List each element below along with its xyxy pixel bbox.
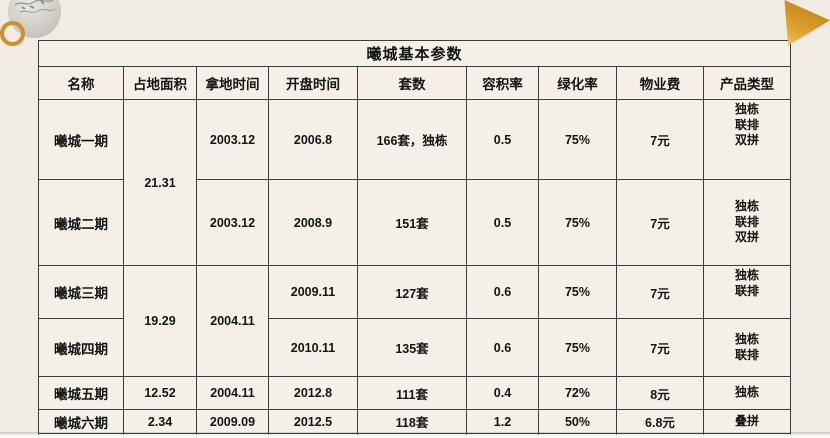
cell-plot-ratio: 0.6 — [466, 265, 539, 319]
cell-green-rate: 50% — [538, 409, 617, 434]
table-row-phase3: 曦城三期 19.29 2004.11 2009.11 127套 0.6 75% … — [38, 265, 792, 377]
column-header-units: 套数 — [357, 66, 467, 100]
cell-green-rate: 75% — [538, 179, 617, 266]
cell-product-type: 独栋 联排 — [702, 265, 792, 319]
cell-product-type: 独栋 联排 — [702, 318, 792, 377]
cell-open-time: 2008.9 — [268, 179, 358, 266]
cell-open-time: 2006.8 — [268, 99, 358, 180]
column-header-green-rate: 绿化率 — [538, 66, 617, 100]
column-header-area: 占地面积 — [123, 66, 197, 100]
cell-land-time: 2003.12 — [196, 179, 269, 266]
cell-property-fee: 7元 — [616, 318, 704, 377]
cell-open-time: 2012.5 — [268, 409, 358, 434]
column-header-open-time: 开盘时间 — [268, 66, 358, 100]
cell-product-type: 独栋 联排 双拼 — [702, 179, 792, 266]
cell-units: 118套 — [357, 409, 467, 434]
cell-land-time: 2004.11 — [196, 376, 269, 410]
cell-green-rate: 75% — [538, 265, 617, 319]
gold-triangle-decoration — [784, 0, 830, 46]
cell-area: 2.34 — [123, 409, 197, 434]
table-header-row: 名称 占地面积 拿地时间 开盘时间 套数 容积率 绿化率 物业费 产品类型 — [38, 66, 792, 100]
column-header-property-fee: 物业费 — [616, 66, 704, 100]
cell-plot-ratio: 0.5 — [466, 99, 539, 180]
cell-land-time: 2004.11 — [196, 265, 269, 377]
table-title-row: 曦城基本参数 — [37, 40, 792, 67]
cell-name: 曦城五期 — [38, 376, 124, 410]
cell-property-fee: 7元 — [616, 265, 704, 319]
cell-open-time: 2012.8 — [268, 376, 358, 410]
column-header-product-type: 产品类型 — [702, 66, 792, 100]
gold-ring-decoration — [0, 21, 25, 46]
cell-green-rate: 75% — [538, 99, 617, 180]
table-row-phase5: 曦城五期 12.52 2004.11 2012.8 111套 0.4 72% 8… — [38, 376, 792, 410]
cell-property-fee: 6.8元 — [616, 409, 704, 434]
cell-plot-ratio: 0.4 — [466, 376, 539, 410]
cell-area: 12.52 — [123, 376, 197, 410]
cell-units: 166套，独栋 — [357, 99, 467, 180]
cell-property-fee: 7元 — [616, 179, 704, 266]
table-row-phase2: 曦城二期 2003.12 2008.9 151套 0.5 75% 7元 独栋 联… — [38, 179, 792, 266]
parameters-table: 曦城基本参数 名称 占地面积 拿地时间 开盘时间 套数 容积率 绿化率 物业费 … — [37, 40, 792, 438]
marble-texture-icon — [14, 0, 56, 13]
cell-plot-ratio: 0.6 — [466, 318, 539, 377]
cell-property-fee: 8元 — [616, 376, 704, 410]
table-title: 曦城基本参数 — [37, 40, 792, 67]
cell-product-type: 叠拼 — [702, 409, 792, 434]
cell-property-fee: 7元 — [616, 99, 704, 180]
column-header-name: 名称 — [38, 66, 124, 100]
cell-area: 19.29 — [123, 265, 197, 377]
column-header-plot-ratio: 容积率 — [466, 66, 539, 100]
table-row-phase6: 曦城六期 2.34 2009.09 2012.5 118套 1.2 50% 6.… — [38, 409, 792, 434]
cell-area: 21.31 — [123, 99, 197, 266]
cell-name: 曦城三期 — [38, 265, 124, 319]
cell-land-time: 2003.12 — [196, 99, 269, 180]
cell-green-rate: 72% — [538, 376, 617, 410]
table-row-phase1: 曦城一期 21.31 2003.12 2006.8 166套，独栋 0.5 75… — [38, 99, 792, 266]
cell-product-type: 独栋 联排 双拼 — [702, 99, 792, 180]
cell-name: 曦城四期 — [38, 318, 124, 377]
column-header-land-time: 拿地时间 — [196, 66, 269, 100]
cell-name: 曦城一期 — [38, 99, 124, 180]
cell-green-rate: 75% — [538, 318, 617, 377]
cell-land-time: 2009.09 — [196, 409, 269, 434]
cell-plot-ratio: 0.5 — [466, 179, 539, 266]
cell-units: 151套 — [357, 179, 467, 266]
cell-product-type: 独栋 — [702, 376, 792, 410]
cell-units: 127套 — [357, 265, 467, 319]
cell-plot-ratio: 1.2 — [466, 409, 539, 434]
cell-open-time: 2009.11 — [268, 265, 358, 319]
slide-bottom-edge — [0, 432, 830, 438]
cell-units: 111套 — [357, 376, 467, 410]
cell-name: 曦城二期 — [38, 179, 124, 266]
cell-open-time: 2010.11 — [268, 318, 358, 377]
cell-units: 135套 — [357, 318, 467, 377]
cell-name: 曦城六期 — [38, 409, 124, 434]
